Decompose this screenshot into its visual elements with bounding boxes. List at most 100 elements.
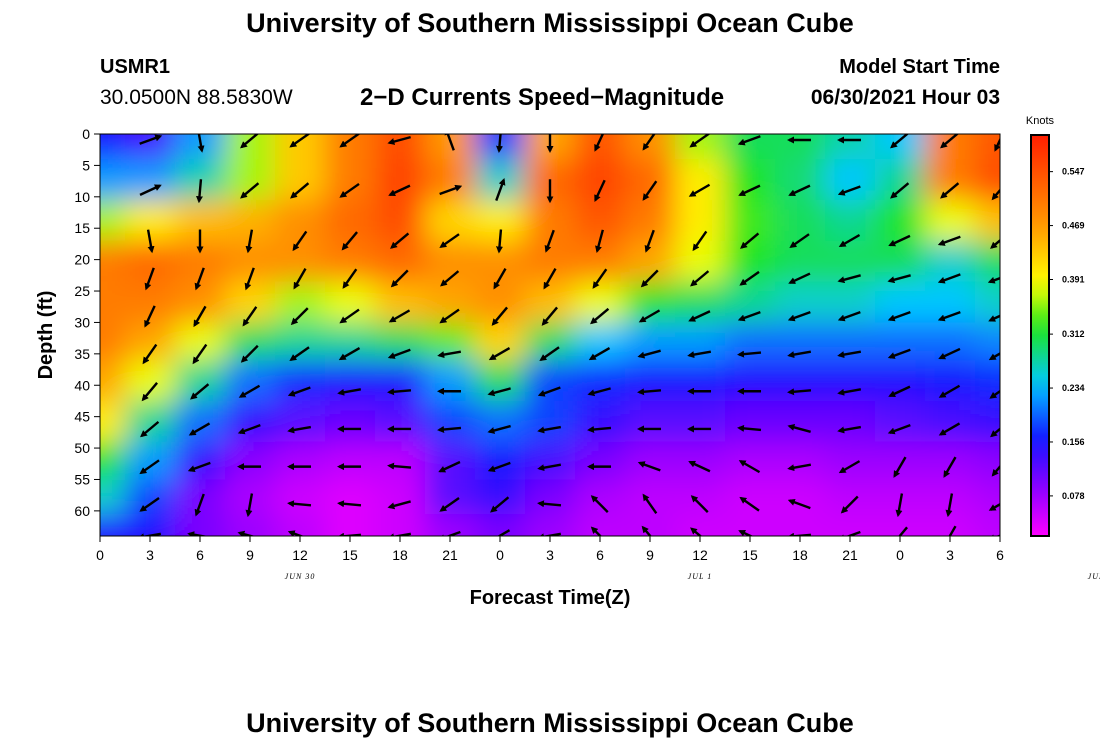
heatmap-cell <box>225 134 276 160</box>
current-vector <box>890 182 910 199</box>
current-vector <box>339 308 360 324</box>
current-vector <box>690 495 709 513</box>
date-label: JUL 1 <box>688 572 713 581</box>
current-vector <box>587 387 611 397</box>
heatmap-cell <box>225 360 276 402</box>
heatmap-cell <box>275 479 326 515</box>
heatmap-cell <box>325 134 376 160</box>
current-vector <box>840 495 859 514</box>
heatmap-cell <box>325 159 376 201</box>
heatmap-cell <box>100 322 126 361</box>
current-vector <box>487 387 511 397</box>
heatmap-cell <box>125 479 176 515</box>
model-start-label: Model Start Time <box>839 56 1000 78</box>
heatmap-cell <box>100 240 126 283</box>
heatmap-cell <box>975 199 1000 242</box>
heatmap-cell <box>575 134 626 160</box>
y-tick-label: 50 <box>74 440 90 456</box>
model-start-time: 06/30/2021 Hour 03 <box>810 86 1000 109</box>
current-vector <box>787 424 811 433</box>
current-vector <box>592 268 608 289</box>
current-vector <box>287 425 312 434</box>
heatmap-cell <box>175 441 226 481</box>
heatmap-cell <box>475 322 526 361</box>
current-vector <box>642 493 658 515</box>
current-vector <box>245 493 254 518</box>
current-vector <box>493 268 507 290</box>
current-vector <box>290 307 309 326</box>
heatmap-cell <box>675 360 726 402</box>
heatmap-cell <box>325 479 376 515</box>
heatmap-cell <box>475 400 526 443</box>
current-vector <box>387 462 412 470</box>
page-title-top: University of Southern Mississippi Ocean… <box>246 8 854 38</box>
current-vector <box>390 269 409 288</box>
current-vector <box>293 268 307 290</box>
current-vector <box>943 456 957 478</box>
heatmap-cell <box>375 199 426 242</box>
heatmap-cell <box>775 514 826 536</box>
heatmap-cell <box>725 322 776 361</box>
current-vector <box>595 229 605 254</box>
colorbar-scale <box>1030 134 1050 537</box>
heatmap-cell <box>375 360 426 402</box>
heatmap-cell <box>625 159 676 201</box>
current-vector <box>537 500 562 508</box>
heatmap-cell <box>125 514 176 536</box>
current-vector <box>495 134 503 153</box>
current-vector <box>642 180 658 201</box>
heatmap-cell <box>625 134 676 160</box>
current-vector <box>787 463 812 472</box>
current-vector <box>991 188 1000 201</box>
colorbar-tick-label: 0.234 <box>1062 383 1085 393</box>
x-tick-label: 9 <box>246 547 254 563</box>
current-vector <box>440 270 460 287</box>
axes: 0 3 6 9 12 15 18 21 0 3 6 9 12 15 18 21 0 3 6 JUN 30 JUL 1 JU… <box>74 126 1100 581</box>
y-tick-label: 45 <box>74 409 90 425</box>
heatmap-cell <box>675 514 726 536</box>
current-vector <box>539 346 560 362</box>
heatmap-cell <box>825 479 876 515</box>
heatmap-cell <box>725 514 776 536</box>
colorbar-tick-label: 0.078 <box>1062 491 1085 501</box>
x-tick-label: 6 <box>196 547 204 563</box>
current-vector <box>945 493 954 518</box>
current-vector <box>543 268 557 290</box>
heatmap-cell <box>475 360 526 402</box>
heatmap-cell <box>775 240 826 283</box>
current-vector <box>192 343 208 365</box>
heatmap-cell <box>575 441 626 481</box>
y-tick-label: 0 <box>82 126 90 142</box>
heatmap-cell <box>425 400 476 443</box>
current-vector <box>141 382 158 402</box>
current-vector <box>590 307 610 325</box>
current-vector <box>937 310 961 322</box>
y-axis-title: Depth (ft) <box>35 291 57 380</box>
heatmap-cell <box>825 514 876 536</box>
heatmap-cell <box>575 400 626 443</box>
current-vector <box>837 350 862 359</box>
colorbar-unit: Knots <box>1026 115 1055 127</box>
heatmap-cell <box>125 400 176 443</box>
current-vector <box>642 134 656 151</box>
heatmap-cell <box>375 400 426 443</box>
heatmap-cell <box>225 159 276 201</box>
current-vector <box>194 493 205 517</box>
heatmap-cell <box>425 514 476 536</box>
current-vector <box>188 422 211 436</box>
current-vector <box>338 347 361 361</box>
colorbar-tick-label: 0.391 <box>1062 274 1085 284</box>
heatmap-cell <box>725 199 776 242</box>
current-vector <box>341 231 358 251</box>
current-vector <box>740 232 760 249</box>
current-vector <box>887 424 911 435</box>
x-tick-label: 18 <box>792 547 808 563</box>
current-vector <box>237 424 261 435</box>
heatmap-cell <box>575 159 626 201</box>
date-label: JUL 2 <box>1088 572 1100 581</box>
heatmap-cell <box>175 479 226 515</box>
heatmap-cell <box>525 400 576 443</box>
current-vector <box>644 229 655 253</box>
current-vector <box>342 268 358 289</box>
colorbar: 0.078 0.156 0.234 0.312 0.391 0.469 0.547 Knots <box>1026 115 1085 537</box>
